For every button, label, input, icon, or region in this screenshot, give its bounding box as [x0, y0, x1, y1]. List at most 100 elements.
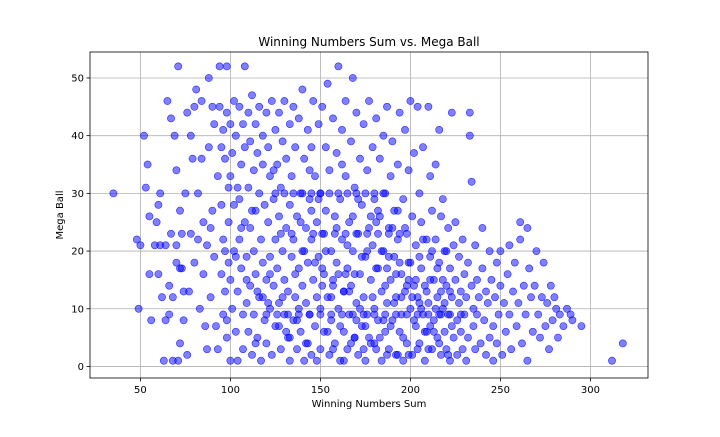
data-point [206, 293, 215, 302]
data-point [361, 356, 370, 365]
data-point [165, 310, 174, 319]
data-point [411, 275, 420, 284]
data-point [311, 258, 319, 267]
data-point [473, 310, 481, 319]
data-point [372, 114, 381, 123]
data-point [563, 304, 571, 313]
data-point [325, 350, 334, 359]
data-point [478, 264, 487, 273]
data-point [375, 333, 384, 342]
data-point [348, 212, 357, 221]
data-point [231, 327, 240, 336]
data-point [269, 166, 278, 175]
data-point [377, 287, 386, 296]
y-tick-label: 20 [71, 247, 84, 258]
data-point [276, 183, 285, 192]
data-point [276, 229, 285, 238]
data-point [521, 310, 530, 319]
data-point [300, 247, 309, 255]
data-point [368, 241, 377, 250]
data-point [251, 120, 260, 128]
data-point [307, 350, 316, 359]
data-point [230, 97, 238, 105]
data-point [203, 241, 211, 250]
data-point [368, 293, 377, 302]
data-point [383, 102, 391, 111]
data-point [357, 200, 366, 209]
data-point [343, 241, 352, 250]
data-point [552, 304, 561, 313]
data-point [514, 299, 523, 307]
data-point [446, 264, 454, 273]
data-point [230, 200, 238, 209]
data-point [280, 97, 289, 105]
data-point [172, 258, 181, 267]
data-point [462, 293, 471, 302]
data-point [190, 102, 199, 111]
data-point [429, 327, 438, 336]
chart-title: Winning Numbers Sum vs. Mega Ball [258, 35, 479, 49]
data-point [554, 333, 562, 342]
data-point [262, 310, 271, 319]
data-point [219, 125, 228, 134]
data-point [393, 206, 402, 215]
data-point [329, 275, 337, 284]
data-point [451, 218, 460, 227]
data-point [222, 333, 231, 342]
data-point [467, 281, 476, 290]
data-point [228, 149, 237, 157]
data-point [224, 218, 233, 227]
data-point [183, 350, 192, 359]
data-point [444, 350, 453, 359]
data-point [300, 154, 309, 163]
data-point [267, 97, 276, 105]
data-point [302, 224, 310, 232]
data-point [419, 143, 427, 152]
data-point [345, 287, 354, 296]
data-point [334, 270, 343, 278]
data-point [469, 322, 478, 330]
data-point [453, 350, 462, 359]
data-point [309, 275, 318, 284]
data-point [302, 339, 310, 348]
data-point [213, 345, 222, 354]
data-point [384, 229, 393, 238]
data-point [428, 206, 436, 215]
data-point [269, 281, 278, 290]
data-point [536, 333, 544, 342]
data-point [311, 172, 319, 180]
data-point [161, 241, 170, 250]
data-point [314, 195, 323, 203]
data-point [523, 224, 532, 232]
data-point [244, 108, 253, 117]
data-point [491, 293, 499, 302]
data-point [289, 189, 298, 198]
data-point [363, 247, 372, 255]
data-point [224, 258, 233, 267]
data-point [363, 229, 372, 238]
data-point [496, 247, 505, 255]
data-point [390, 299, 399, 307]
data-point [368, 143, 377, 152]
data-point [167, 114, 175, 123]
data-point [384, 252, 393, 261]
data-point [208, 206, 217, 215]
data-point [172, 241, 181, 250]
data-point [440, 327, 449, 336]
data-point [244, 183, 253, 192]
data-point [417, 218, 426, 227]
data-point [302, 299, 310, 307]
data-point [296, 327, 305, 336]
data-point [251, 339, 260, 348]
data-point [192, 85, 201, 94]
data-point [287, 229, 296, 238]
data-point [424, 345, 433, 354]
data-point [222, 108, 231, 117]
data-point [399, 356, 408, 365]
x-tick-label: 200 [401, 385, 420, 396]
data-point [231, 252, 240, 261]
data-point [348, 247, 357, 255]
data-point [210, 120, 219, 128]
data-point [402, 310, 411, 319]
data-point [374, 229, 382, 238]
